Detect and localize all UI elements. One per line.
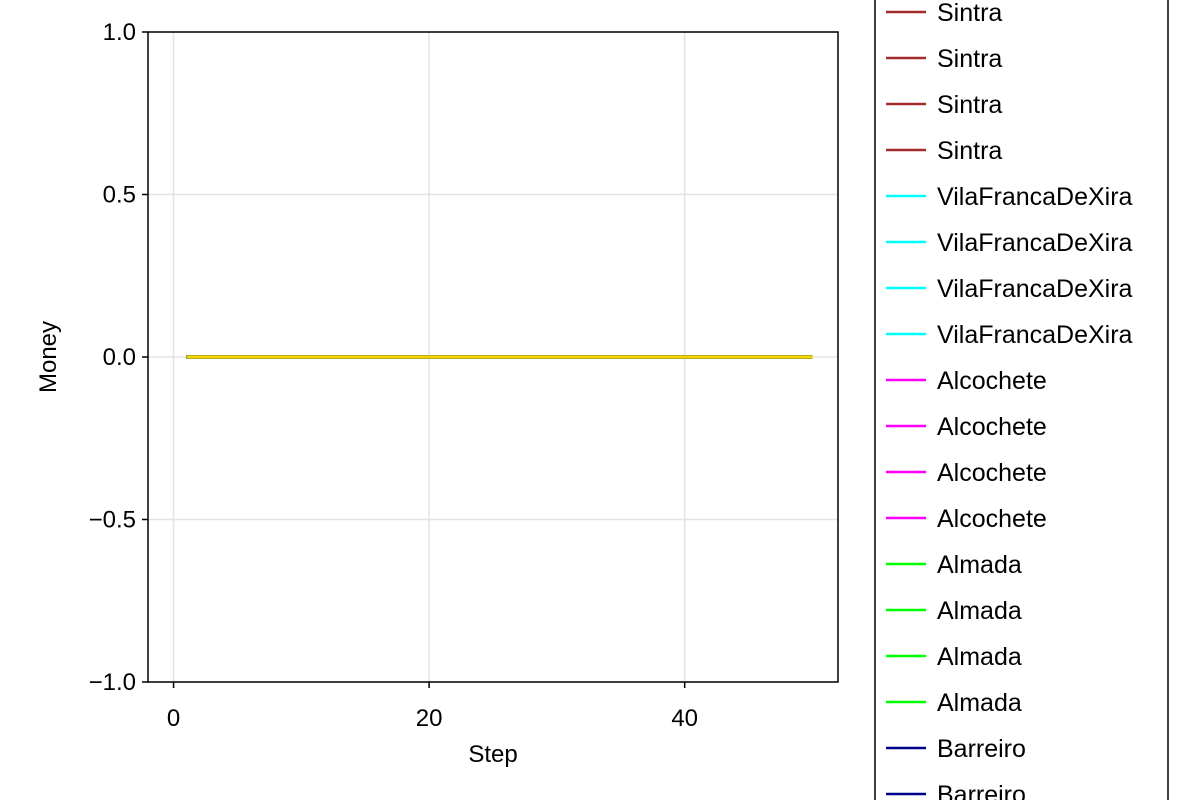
legend-label: Almada — [937, 597, 1022, 625]
legend-label: Barreiro — [937, 735, 1026, 763]
legend-label: Alcochete — [937, 413, 1047, 441]
y-tick-label: −1.0 — [89, 669, 136, 696]
y-tick-label: 0.5 — [103, 182, 136, 209]
legend-label: Almada — [937, 689, 1022, 717]
y-tick-label: −0.5 — [89, 507, 136, 534]
legend-label: Sintra — [937, 91, 1002, 119]
legend: Sintra Sintra Sintra Sintra VilaFrancaDeXira… — [874, 0, 1169, 800]
legend-label: VilaFrancaDeXira — [937, 229, 1133, 257]
legend-label: VilaFrancaDeXira — [937, 183, 1133, 211]
legend-label: Almada — [937, 643, 1022, 671]
y-axis-label: Money — [35, 321, 62, 393]
y-tick-label: 1.0 — [103, 19, 136, 46]
legend-label: Sintra — [937, 137, 1002, 165]
legend-entries: Sintra Sintra Sintra Sintra VilaFrancaDeXira… — [886, 0, 1133, 800]
legend-label: VilaFrancaDeXira — [937, 275, 1133, 303]
legend-label: Barreiro — [937, 781, 1026, 800]
legend-label: VilaFrancaDeXira — [937, 321, 1133, 349]
legend-label: Almada — [937, 551, 1022, 579]
x-axis-label: Step — [468, 741, 517, 768]
tick-layer: 0 20 40 −1.0 −0.5 0.0 0.5 1.0 — [89, 19, 698, 732]
x-tick-label: 20 — [416, 705, 443, 732]
legend-label: Sintra — [937, 45, 1002, 73]
legend-label: Alcochete — [937, 505, 1047, 533]
legend-label: Alcochete — [937, 459, 1047, 487]
y-tick-label: 0.0 — [103, 344, 136, 371]
x-tick-label: 40 — [671, 705, 698, 732]
legend-frame — [874, 0, 1169, 800]
x-tick-label: 0 — [167, 705, 180, 732]
legend-label: Alcochete — [937, 367, 1047, 395]
legend-label: Sintra — [937, 0, 1002, 27]
